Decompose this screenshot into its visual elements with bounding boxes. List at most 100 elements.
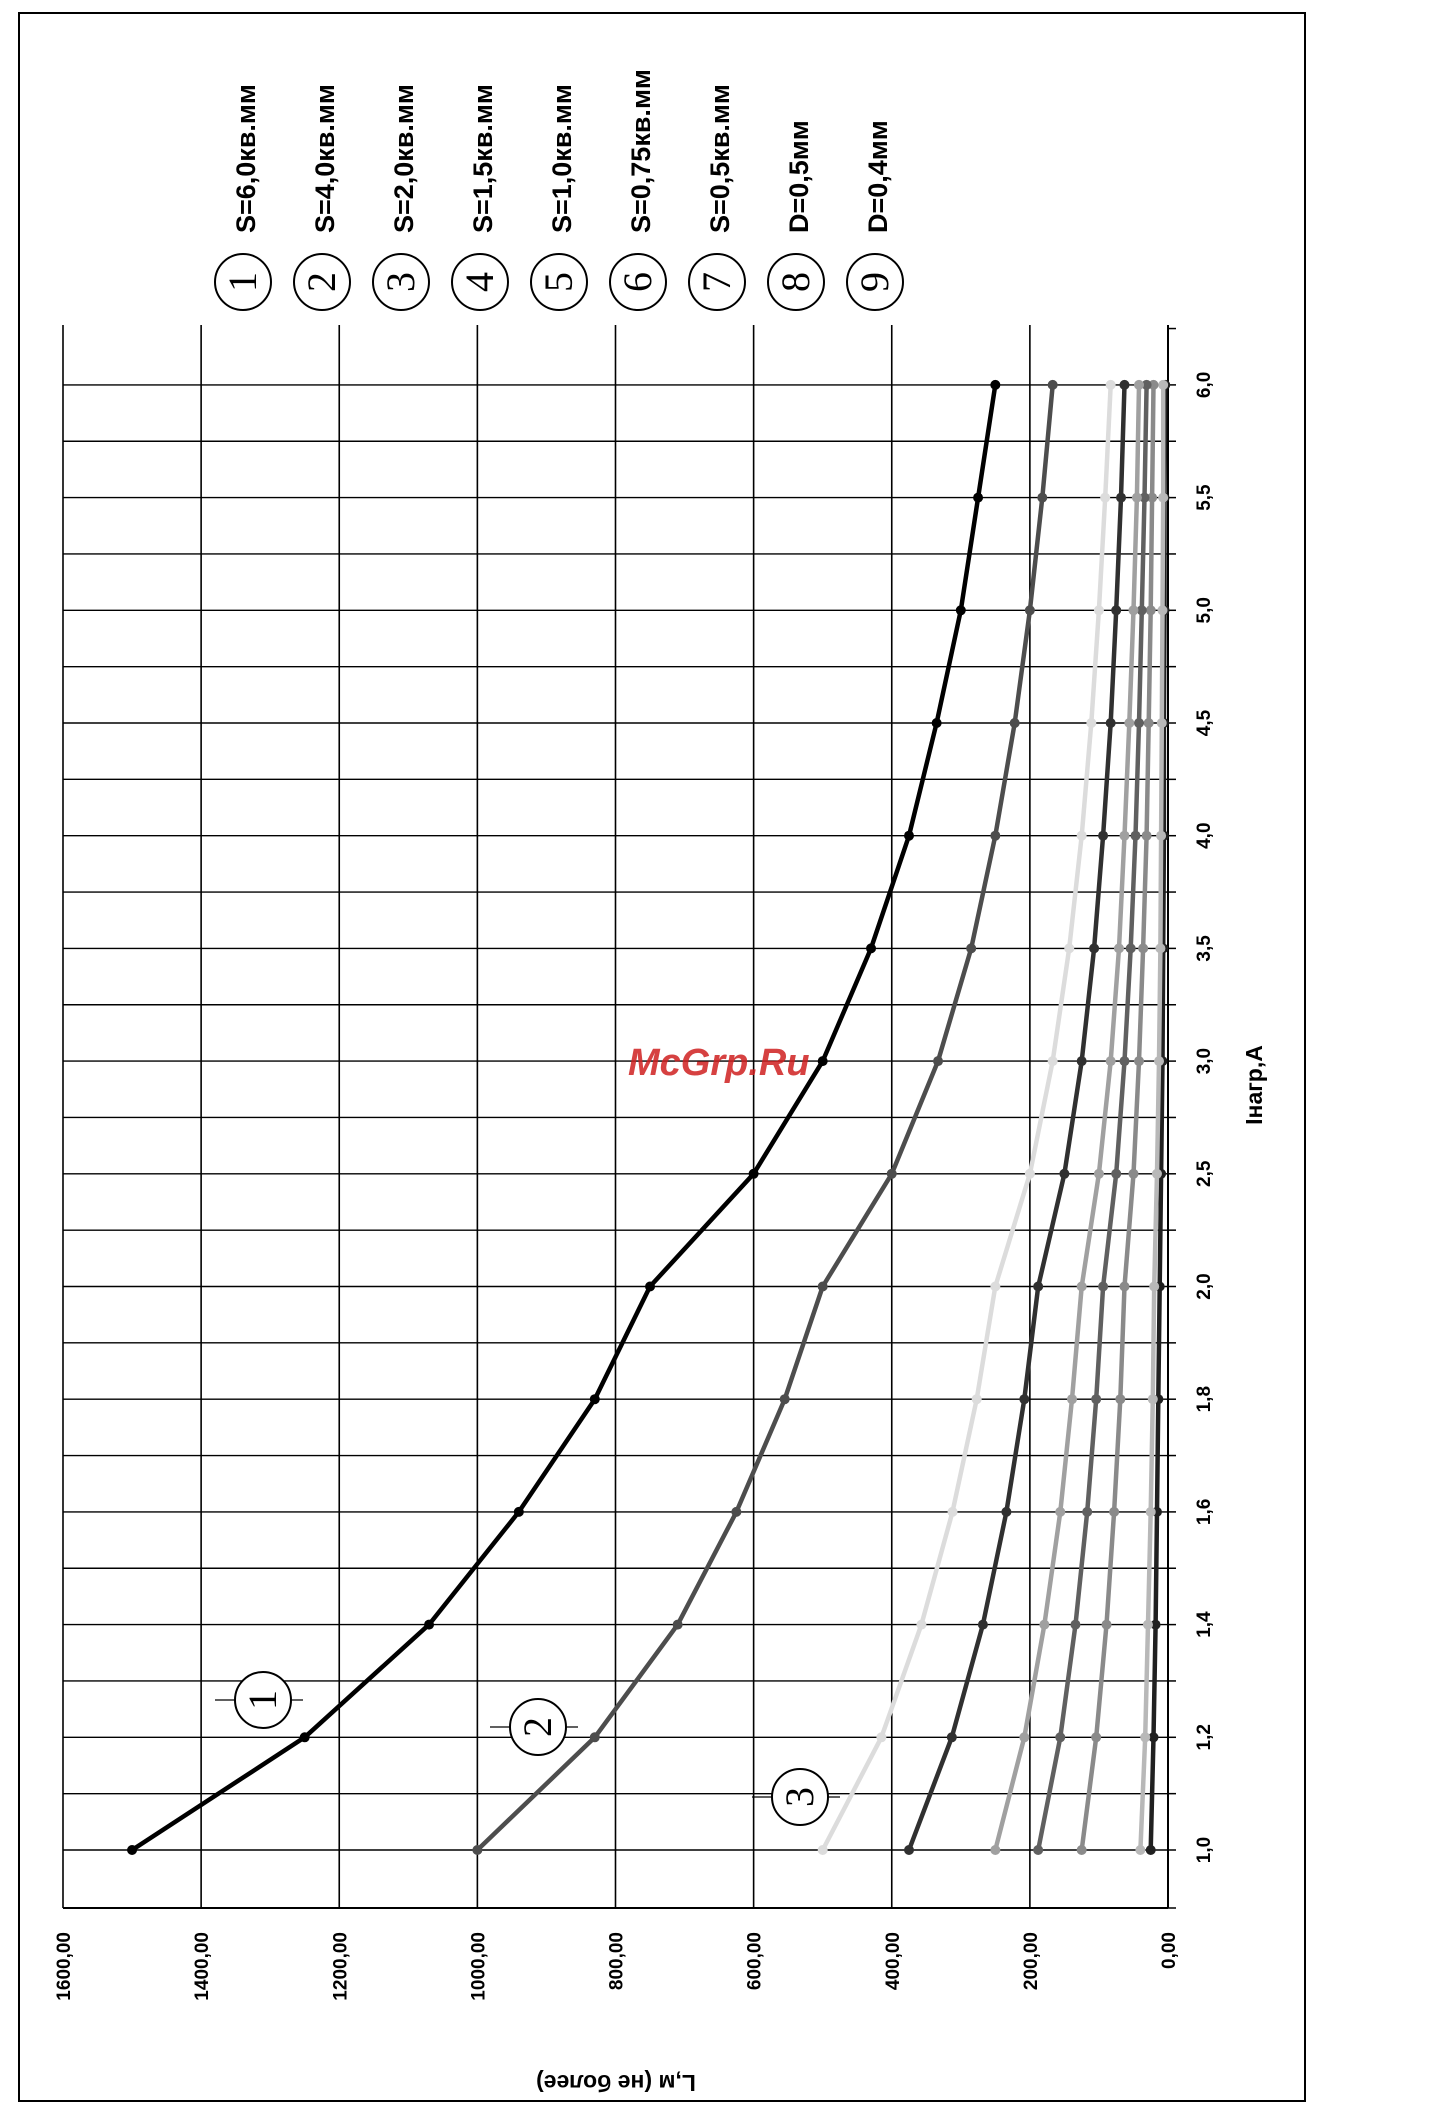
series-8 — [1135, 379, 1169, 1855]
data-point — [1116, 492, 1127, 503]
data-point — [1130, 830, 1141, 841]
data-point — [1091, 1394, 1102, 1405]
curve-labels: 1 2 3 — [215, 1671, 840, 1826]
legend-item-4: 4 S=1,5кв.мм — [451, 84, 509, 311]
data-point — [1147, 492, 1158, 503]
curve-label-number: 2 — [515, 1717, 560, 1737]
data-point — [1141, 379, 1152, 390]
series-5 — [990, 379, 1144, 1855]
data-point — [1128, 1168, 1139, 1179]
y-tick-label: 600,00 — [745, 1932, 766, 1990]
x-axis-label: Iнагр,А — [1241, 1045, 1267, 1125]
data-point — [1109, 1506, 1120, 1517]
chart-frame — [18, 12, 1306, 2102]
legend-marker — [372, 253, 430, 311]
data-point — [1111, 1168, 1122, 1179]
legend-marker — [530, 253, 588, 311]
series-1 — [127, 379, 1001, 1855]
series-line-5 — [993, 384, 1142, 1851]
data-point — [1009, 718, 1020, 728]
data-point — [1156, 830, 1167, 841]
data-point — [1091, 1732, 1102, 1743]
data-point — [1055, 1732, 1066, 1743]
data-point — [904, 830, 915, 841]
x-tick-label: 4,5 — [1194, 709, 1215, 736]
legend-label: D=0,4мм — [863, 120, 893, 233]
legend-marker — [767, 253, 825, 311]
data-point — [1082, 1506, 1093, 1517]
data-point — [472, 1845, 483, 1855]
data-point — [1105, 718, 1116, 728]
data-point — [645, 1281, 656, 1292]
series-layer — [127, 379, 1171, 1855]
data-point — [1098, 1281, 1109, 1292]
legend-number: 3 — [378, 272, 423, 292]
x-tick-label: 3,0 — [1194, 1048, 1215, 1074]
data-point — [672, 1619, 683, 1630]
data-point — [1111, 605, 1122, 616]
series-line-8 — [1138, 384, 1166, 1851]
y-tick-label: 1600,00 — [54, 1932, 75, 2001]
data-point — [1001, 1506, 1012, 1517]
legend-marker — [846, 253, 904, 311]
data-point — [731, 1506, 742, 1517]
data-point — [779, 1394, 790, 1405]
data-point — [904, 1845, 915, 1855]
data-point — [1140, 1732, 1151, 1743]
curve-label-circle — [234, 1671, 292, 1729]
data-point — [1105, 379, 1116, 390]
legend-number: 7 — [694, 272, 739, 292]
data-point — [1135, 1845, 1146, 1855]
data-point — [1119, 830, 1130, 841]
data-point — [1139, 492, 1150, 503]
data-point — [977, 1619, 988, 1630]
data-point — [876, 1732, 887, 1743]
data-point — [1064, 943, 1075, 954]
x-tick-label: 2,5 — [1194, 1160, 1215, 1187]
data-point — [866, 943, 877, 954]
series-line-7 — [1079, 384, 1156, 1851]
data-point — [1158, 379, 1169, 390]
data-point — [817, 1281, 828, 1292]
data-point — [1151, 1168, 1162, 1179]
legend-number: 1 — [220, 272, 265, 292]
data-point — [1149, 1281, 1160, 1292]
data-point — [589, 1732, 600, 1743]
y-axis-label: L,м (не более) — [536, 2070, 696, 2096]
series-2 — [472, 379, 1058, 1855]
x-tick-label: 1,8 — [1194, 1386, 1215, 1412]
legend-number: 9 — [852, 272, 897, 292]
data-point — [1076, 1845, 1087, 1855]
data-point — [1133, 379, 1144, 390]
series-line-4 — [906, 384, 1127, 1851]
series-3 — [817, 379, 1116, 1855]
legend-label: S=0,75кв.мм — [626, 69, 656, 233]
data-point — [1145, 605, 1156, 616]
series-6 — [1033, 379, 1152, 1855]
legend-label: S=6,0кв.мм — [231, 84, 261, 233]
data-point — [990, 1845, 1001, 1855]
x-tick-label: 1,4 — [1194, 1611, 1215, 1638]
data-point — [1119, 1281, 1130, 1292]
series-7 — [1076, 379, 1159, 1855]
legend: 1 S=6,0кв.мм 2 S=4,0кв.мм 3 S=2,0кв.мм 4 S=1,5к… — [214, 69, 904, 311]
data-point — [1147, 1394, 1158, 1405]
data-point — [1067, 1394, 1078, 1405]
legend-label: S=2,0кв.мм — [389, 84, 419, 233]
axes: 0,00 200,00 400,00 600,00 800,00 1000,00 1200,… — [54, 325, 1267, 2096]
legend-item-1: 1 S=6,0кв.мм — [214, 84, 272, 311]
x-tick-label: 1,2 — [1194, 1724, 1215, 1750]
data-point — [1086, 718, 1097, 728]
data-point — [1150, 1619, 1161, 1630]
data-point — [127, 1845, 138, 1855]
data-point — [589, 1394, 600, 1405]
series-4 — [904, 379, 1130, 1855]
legend-label: S=1,0кв.мм — [547, 84, 577, 233]
data-point — [1033, 1845, 1044, 1855]
data-point — [513, 1506, 524, 1517]
legend-marker — [214, 253, 272, 311]
x-tick-label: 5,5 — [1194, 484, 1215, 511]
data-point — [947, 1506, 958, 1517]
data-point — [1115, 1394, 1126, 1405]
